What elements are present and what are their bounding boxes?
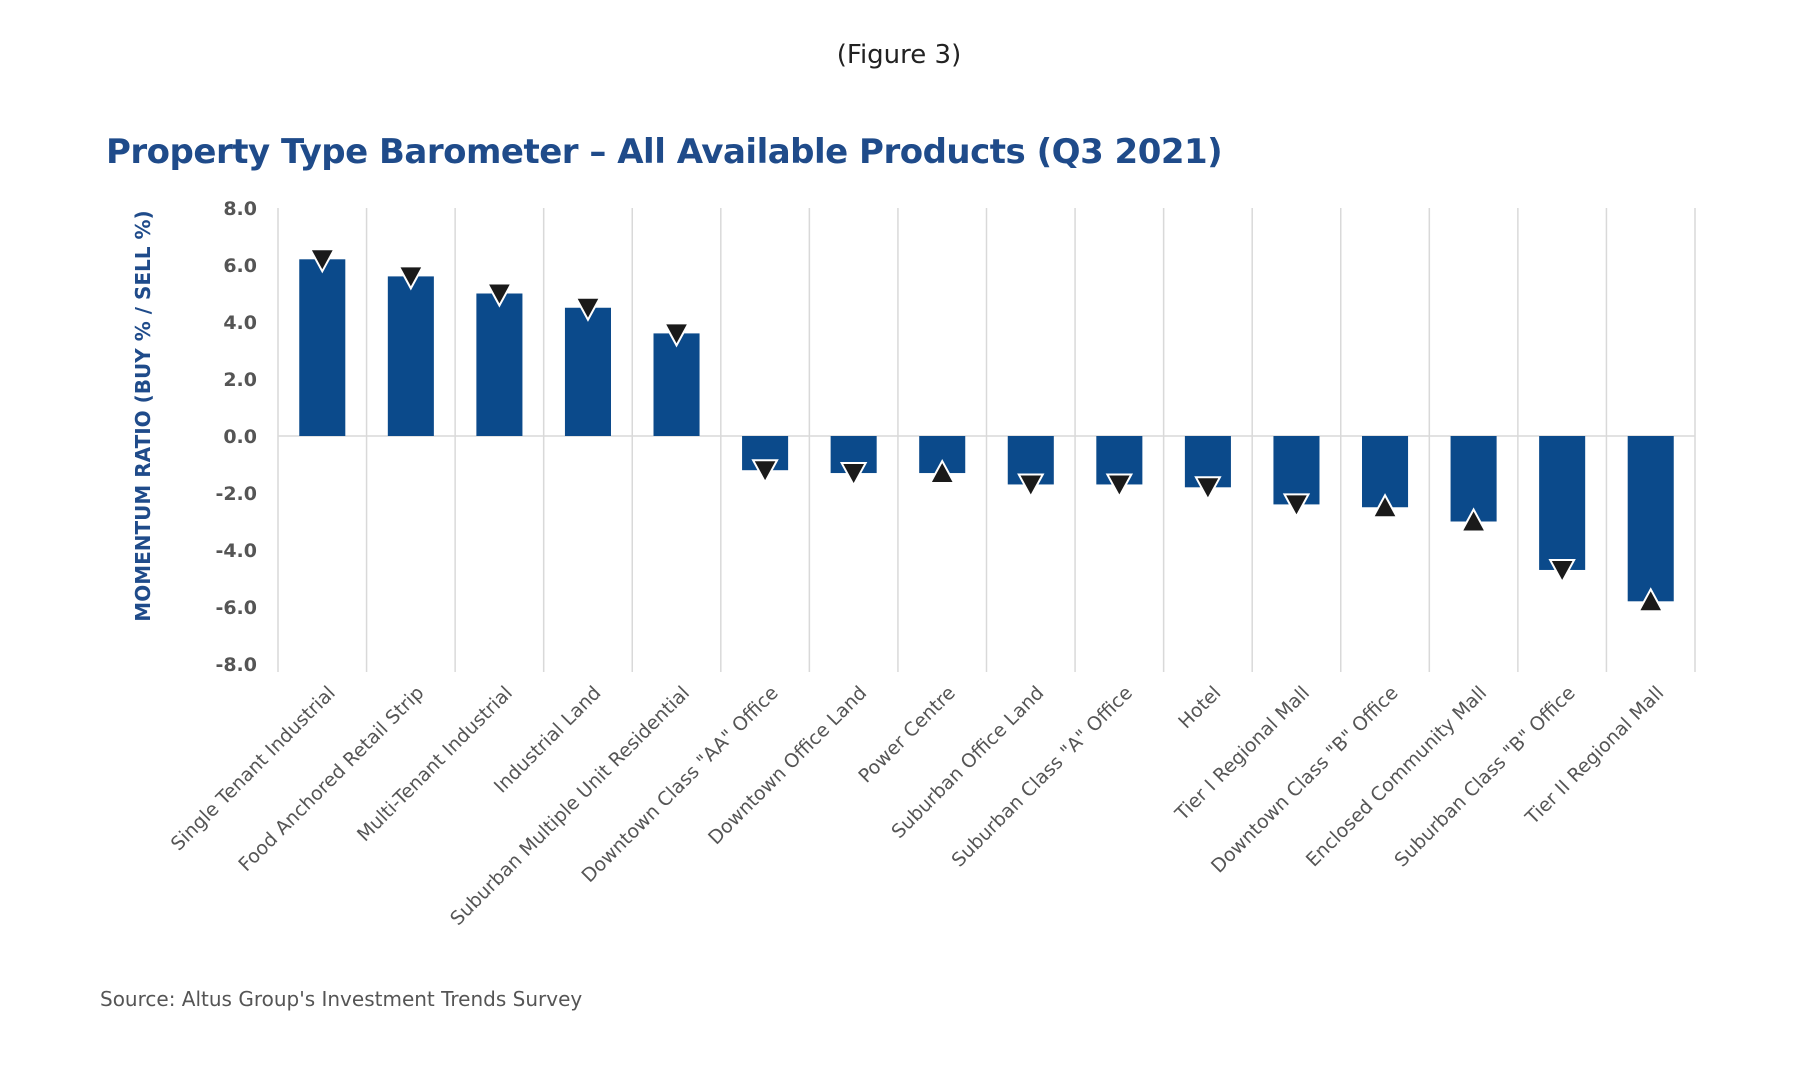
chart-title: Property Type Barometer – All Available … — [106, 132, 1223, 172]
bar — [1627, 436, 1674, 602]
bar — [653, 333, 700, 436]
down-triangle-marker — [1017, 473, 1045, 499]
bar — [1450, 436, 1497, 522]
x-tick-label: Downtown Office Land — [704, 682, 871, 849]
figure-label: (Figure 3) — [836, 40, 962, 70]
bar — [564, 307, 611, 436]
up-triangle-marker — [1459, 507, 1488, 533]
up-triangle-marker — [1637, 587, 1665, 613]
up-triangle-marker — [1371, 493, 1399, 519]
y-tick-label: -4.0 — [215, 540, 257, 562]
y-tick-label: 8.0 — [223, 198, 257, 220]
source-note: Source: Altus Group's Investment Trends … — [100, 987, 583, 1011]
down-triangle-marker — [1105, 473, 1134, 499]
bar — [299, 259, 346, 436]
down-triangle-marker — [308, 248, 336, 274]
x-tick-label: Multi-Tenant Industrial — [353, 682, 517, 846]
y-tick-label: 6.0 — [223, 255, 257, 277]
y-axis-ticks: 8.0 6.0 4.0 2.0 0.0 -2.0 -4.0 -6.0 -8.0 — [215, 198, 257, 676]
y-tick-label: 2.0 — [223, 369, 257, 391]
x-tick-label: Hotel — [1174, 682, 1225, 733]
bar — [476, 293, 523, 436]
down-triangle-marker — [839, 462, 868, 488]
down-triangle-marker — [1548, 558, 1576, 585]
y-tick-label: -8.0 — [215, 654, 257, 676]
x-tick-label: Downtown Class "B" Office — [1207, 682, 1403, 878]
x-tick-label: Food Anchored Retail Strip — [234, 682, 428, 876]
down-triangle-marker — [1194, 476, 1222, 502]
x-tick-label: Suburban Class "B" Office — [1390, 682, 1579, 871]
down-triangle-marker — [662, 322, 691, 348]
y-axis-label: MOMENTUM RATIO (BUY % / SELL %) — [131, 210, 155, 621]
bar — [1273, 436, 1320, 505]
y-tick-label: -6.0 — [215, 597, 257, 619]
x-tick-label: Single Tenant Industrial — [167, 682, 340, 855]
down-triangle-marker — [574, 296, 602, 322]
x-tick-label: Suburban Class "A" Office — [948, 682, 1137, 871]
marker-layer — [308, 248, 1665, 613]
y-tick-label: 4.0 — [223, 312, 257, 334]
x-tick-label: Suburban Office Land — [887, 682, 1048, 843]
y-tick-label: -2.0 — [215, 483, 257, 505]
down-triangle-marker — [1282, 493, 1311, 519]
up-triangle-marker — [928, 458, 956, 485]
down-triangle-marker — [397, 265, 425, 291]
down-triangle-marker — [485, 282, 514, 308]
down-triangle-marker — [751, 459, 779, 485]
y-tick-label: 0.0 — [223, 426, 257, 448]
x-tick-label: Enclosed Community Mall — [1302, 682, 1491, 871]
bar-layer — [299, 259, 1674, 602]
bar — [387, 276, 434, 436]
bar — [1539, 436, 1586, 570]
